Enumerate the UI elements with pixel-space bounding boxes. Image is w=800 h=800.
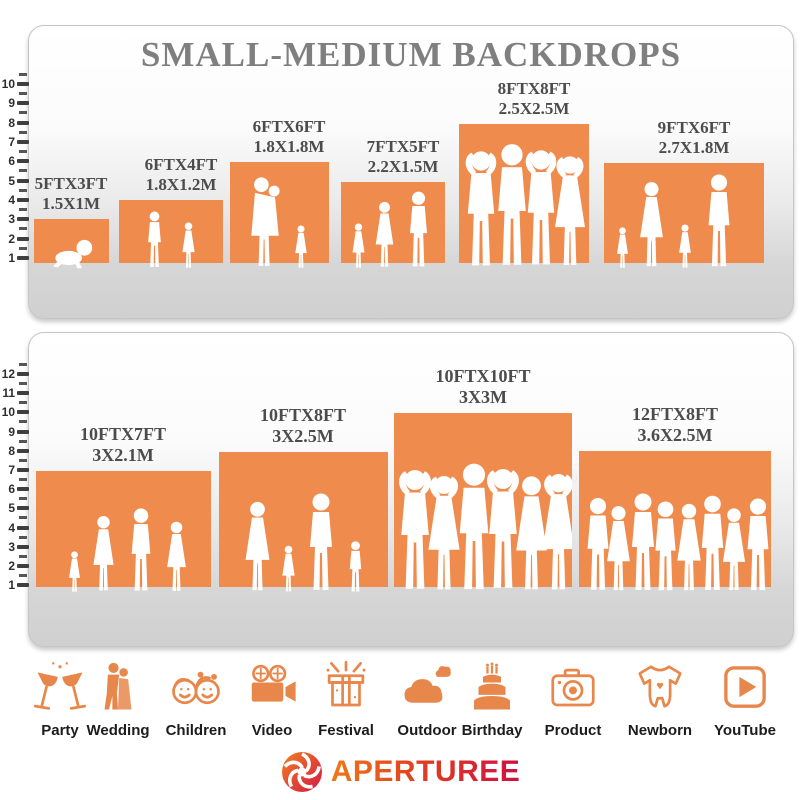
- ruler-tick: 8: [0, 115, 30, 134]
- ruler-tick: 1: [0, 577, 30, 593]
- backdrop-box-10x10: [394, 413, 572, 590]
- ruler-tick: 2: [0, 231, 30, 250]
- ruler-tick: 6: [0, 481, 30, 500]
- backdrop-label: 10FTX7FT 3X2.1M: [79, 424, 166, 465]
- panel-small-medium-top: SMALL-MEDIUM BACKDROPS 5FTX3FT 1.5X1M 6FT…: [28, 25, 794, 319]
- backdrop-box-6x4: [119, 200, 223, 268]
- backdrop-label: 7FTX5FT 2.2X1.5M: [366, 137, 440, 176]
- category-label: Video: [251, 722, 293, 739]
- figure-silhouette: [251, 177, 307, 268]
- video-icon: [251, 664, 296, 702]
- figure-silhouette: [245, 493, 362, 592]
- ruler-tick: 1: [0, 250, 30, 266]
- party-icon: [33, 662, 87, 710]
- category-label: Birthday: [461, 722, 523, 739]
- wedding-icon: [104, 662, 132, 710]
- backdrop-label: 10FTX8FT 3X2.5M: [259, 405, 346, 446]
- category-children: Children: [150, 660, 242, 739]
- figure-silhouette: [52, 239, 93, 269]
- ruler-tick: 7: [0, 134, 30, 153]
- figure-silhouette: [617, 174, 730, 268]
- backdrop-box-9x6: [604, 163, 764, 268]
- backdrop-label: 6FTX6FT 1.8X1.8M: [252, 117, 326, 156]
- category-label: Newborn: [627, 722, 693, 739]
- panel-small-medium-bottom: Aperturee Backdrop WWW.APERTUREE.COM 10F…: [28, 332, 794, 647]
- category-youtube: YouTube: [699, 660, 791, 739]
- ruler-halftick: [19, 363, 27, 366]
- category-wedding: Wedding: [72, 660, 164, 739]
- backdrop-box-10x7: [36, 471, 211, 592]
- ruler-tick: 12: [0, 366, 30, 385]
- category-label: Children: [165, 722, 227, 739]
- category-outdoor: Outdoor: [381, 660, 473, 739]
- figure-silhouette: [399, 463, 572, 590]
- ruler-tick: 4: [0, 192, 30, 211]
- outdoor-icon: [404, 666, 451, 703]
- ruler-tick: 5: [0, 173, 30, 192]
- product-icon: [551, 668, 595, 707]
- backdrop-box-10x8: [219, 452, 388, 592]
- category-product: Product: [527, 660, 619, 739]
- ruler-tick: 3: [0, 539, 30, 558]
- ruler-tick: 9: [0, 95, 30, 114]
- ruler-tick: 11: [0, 385, 30, 404]
- ruler-tick: 7: [0, 462, 30, 481]
- backdrop-label: 12FTX8FT 3.6X2.5M: [631, 404, 718, 445]
- backdrop-label: 5FTX3FT 1.5X1M: [34, 174, 108, 213]
- backdrop-label: 8FTX8FT 2.5X2.5M: [497, 79, 571, 118]
- youtube-icon: [724, 666, 766, 708]
- backdrop-box-8x8: [459, 124, 589, 266]
- brand-name: APERTUREE: [330, 755, 521, 788]
- birthday-icon: [474, 662, 510, 710]
- category-label: Wedding: [86, 722, 150, 739]
- children-icon: [172, 671, 220, 705]
- category-birthday: Birthday: [446, 660, 538, 739]
- ruler-tick: 6: [0, 153, 30, 172]
- category-festival: Festival: [300, 660, 392, 739]
- ruler-tick: 4: [0, 520, 30, 539]
- ruler-tick: 8: [0, 443, 30, 462]
- backdrop-box-6x6: [230, 162, 329, 268]
- ruler-tick: 2: [0, 558, 30, 577]
- figure-silhouette: [587, 493, 769, 591]
- backdrop-label: 9FTX6FT 2.7X1.8M: [657, 118, 731, 157]
- backdrop-box-12x8: [579, 451, 771, 591]
- ruler-tick: 10: [0, 76, 30, 95]
- backdrop-box-7x5: [341, 182, 445, 268]
- category-newborn: Newborn: [614, 660, 706, 739]
- category-video: Video: [226, 660, 318, 739]
- ruler-halftick: [19, 73, 27, 76]
- category-label: Outdoor: [397, 722, 457, 739]
- category-party: Party: [14, 660, 106, 739]
- festival-icon: [326, 660, 366, 707]
- category-label: YouTube: [714, 722, 776, 739]
- backdrop-label: 6FTX4FT 1.8X1.2M: [144, 155, 218, 194]
- figure-silhouette: [352, 191, 428, 268]
- ruler-tick: 9: [0, 424, 30, 443]
- backdrop-box-5x3: [34, 219, 109, 269]
- figure-silhouette: [465, 144, 585, 266]
- aperture-icon: [281, 752, 323, 793]
- newborn-icon: [638, 665, 682, 708]
- ruler-tick: 3: [0, 211, 30, 230]
- category-label: Product: [544, 722, 602, 739]
- category-label: Festival: [318, 722, 374, 739]
- page-title: SMALL-MEDIUM BACKDROPS: [140, 35, 682, 74]
- backdrop-label: 10FTX10FT 3X3M: [435, 366, 531, 407]
- figure-silhouette: [148, 211, 195, 268]
- figure-silhouette: [69, 508, 186, 592]
- ruler-tick: 5: [0, 500, 30, 519]
- brand-logo: APERTUREE: [0, 747, 800, 797]
- category-label: Party: [41, 722, 79, 739]
- ruler-tick: 10: [0, 404, 30, 423]
